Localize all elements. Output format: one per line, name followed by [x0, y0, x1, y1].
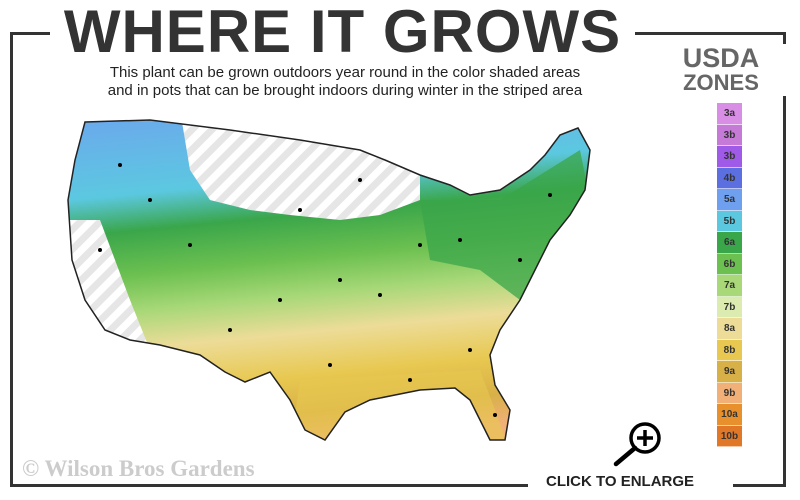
legend-zone-6a: 6a — [717, 232, 742, 254]
copyright-watermark: © Wilson Bros Gardens — [22, 456, 255, 481]
legend-title-usda: USDA — [682, 43, 760, 73]
legend-zone-8a: 8a — [717, 318, 742, 340]
legend-zone-10a: 10a — [717, 404, 742, 426]
legend-title-zones: ZONES — [683, 70, 759, 95]
city-dots — [98, 163, 552, 417]
legend-zone-7a: 7a — [717, 275, 742, 297]
click-to-enlarge-button[interactable]: CLICK TO ENLARGE — [546, 473, 695, 490]
legend-title: USDA ZONES — [655, 44, 787, 96]
zone-legend: 3a 3b 3b 4b 5a 5b 6a 6b 7a 7b 8a 8b 9a 9b 10a 10b — [717, 103, 742, 447]
legend-zone-9a: 9a — [717, 361, 742, 383]
legend-zone-7b: 7b — [717, 296, 742, 318]
legend-zone-8b: 8b — [717, 339, 742, 361]
page-title: WHERE IT GROWS — [50, 0, 635, 64]
subtitle-line-2: and in pots that can be brought indoors … — [107, 82, 583, 99]
subtitle: This plant can be grown outdoors year ro… — [40, 64, 650, 100]
legend-zone-10b: 10b — [717, 425, 742, 447]
legend-zone-9b: 9b — [717, 382, 742, 404]
magnifier-plus-icon[interactable] — [610, 420, 666, 468]
legend-zone-3b: 3b — [717, 124, 742, 146]
zone-gulf-coast — [290, 370, 510, 440]
legend-zone-4b: 4b — [717, 167, 742, 189]
zone-green-east — [420, 150, 590, 300]
legend-zone-3a: 3a — [717, 103, 742, 125]
legend-zone-3b: 3b — [717, 146, 742, 168]
enlarge-label-background — [528, 468, 733, 498]
legend-zone-5a: 5a — [717, 189, 742, 211]
legend-zone-5b: 5b — [717, 210, 742, 232]
subtitle-line-1: This plant can be grown outdoors year ro… — [109, 64, 581, 81]
legend-zone-6b: 6b — [717, 253, 742, 275]
us-zone-map[interactable] — [40, 100, 600, 460]
